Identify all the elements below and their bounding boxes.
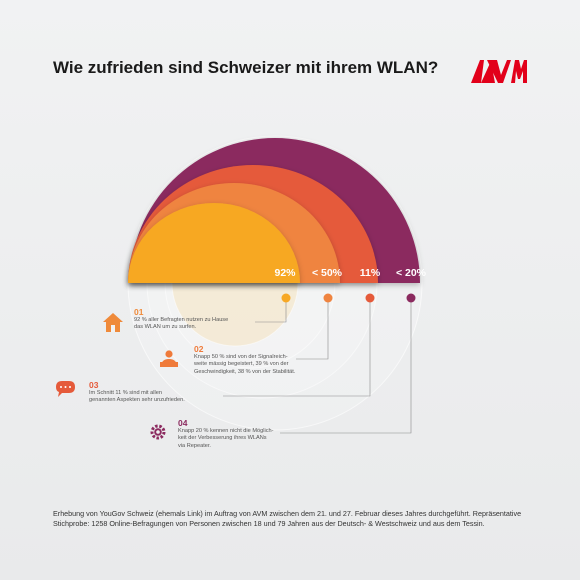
connector-1 [255, 298, 287, 323]
item-text-line: Knapp 50 % sind von der Signalreich- [194, 354, 288, 360]
dot-4 [406, 293, 416, 303]
semicircles [128, 138, 420, 283]
semicircle-1 [128, 203, 300, 283]
person-icon [160, 350, 178, 367]
item-text-line: via Repeater. [178, 442, 211, 449]
item-2: 02 Knapp 50 % sind von der Signalreich- … [194, 344, 295, 376]
value-label-4: < 20% [396, 267, 427, 279]
connector-3 [223, 298, 371, 397]
footer-note: Erhebung von YouGov Schweiz (ehemals Lin… [53, 509, 543, 529]
item-3: 03 Im Schnitt 11 % sind mit allen genann… [89, 380, 185, 405]
chat-icon [56, 381, 75, 397]
item-text-line: Im Schnitt 11 % sind mit allen [89, 390, 162, 396]
avm-logo [471, 60, 527, 83]
connector-4 [280, 298, 412, 434]
footer-line-1: Erhebung von YouGov Schweiz (ehemals Lin… [53, 509, 522, 518]
house-icon [103, 313, 123, 332]
item-text-line: weite mässig begeistert, 39 % von der [194, 361, 289, 368]
dot-3 [365, 293, 375, 303]
value-label-1: 92% [274, 267, 296, 279]
item-text-line: Knapp 20 % kennen nicht die Möglich- [178, 428, 274, 434]
item-number: 04 [178, 418, 188, 428]
connector-2 [296, 298, 329, 360]
item-text-line: keit der Verbesserung ihres WLANs [178, 435, 267, 442]
item-4: 04 Knapp 20 % kennen nicht die Möglich- … [178, 418, 273, 450]
dot-1 [281, 293, 291, 303]
page-title: Wie zufrieden sind Schweizer mit ihrem W… [53, 58, 439, 77]
dot-2 [323, 293, 333, 303]
item-text-line: 92 % aller Befragten nutzen zu Hause [134, 317, 229, 323]
item-number: 03 [89, 380, 99, 390]
value-label-3: 11% [360, 267, 381, 279]
item-number: 02 [194, 344, 204, 354]
item-text-line: genannten Aspekten sehr unzufrieden. [89, 397, 185, 404]
value-label-2: < 50% [312, 267, 343, 279]
item-number: 01 [134, 307, 144, 317]
item-text-line: das WLAN um zu surfen. [134, 324, 197, 331]
item-text-line: Geschwindigkeit, 38 % von der Stabilität… [194, 368, 296, 375]
gear-icon [150, 424, 166, 440]
item-1: 01 92 % aller Befragten nutzen zu Hause … [134, 307, 228, 332]
footer-line-2: Stichprobe: 1258 Online-Befragungen von … [53, 519, 485, 528]
